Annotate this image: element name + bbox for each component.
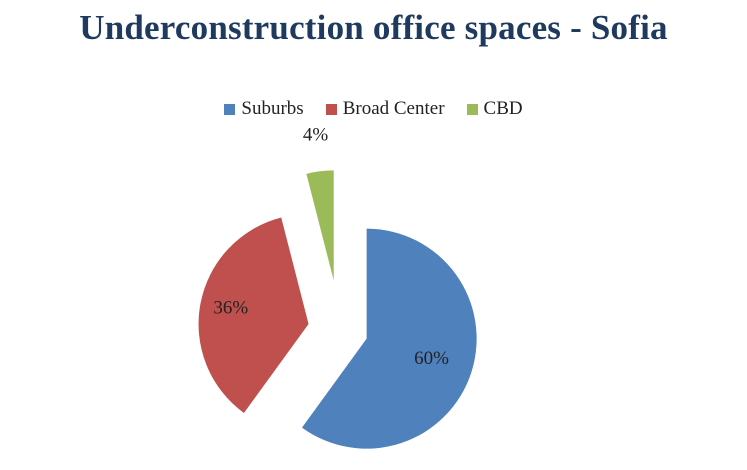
legend-item-suburbs: Suburbs <box>224 98 304 120</box>
pie-slice-suburbs <box>301 228 477 449</box>
pie-slice-cbd <box>306 170 334 281</box>
legend-label-broad-center: Broad Center <box>342 98 445 119</box>
legend-swatch-cbd <box>466 103 478 115</box>
data-label-broad-center: 36% <box>213 298 248 319</box>
pie-slices <box>198 170 477 449</box>
data-label-suburbs: 60% <box>414 348 449 369</box>
chart-title: Underconstruction office spaces - Sofia <box>79 8 668 47</box>
legend-item-broad-center: Broad Center <box>325 98 445 120</box>
legend-swatch-broad-center <box>325 103 337 115</box>
legend: Suburbs Broad Center CBD <box>0 98 747 120</box>
pie-slice-broad-center <box>198 217 309 413</box>
legend-label-suburbs: Suburbs <box>241 98 304 119</box>
legend-item-cbd: CBD <box>466 98 523 120</box>
pie-labels: 60% 36% 4% <box>213 125 449 369</box>
data-label-cbd: 4% <box>303 125 329 146</box>
legend-swatch-suburbs <box>224 103 236 115</box>
legend-label-cbd: CBD <box>483 98 523 119</box>
